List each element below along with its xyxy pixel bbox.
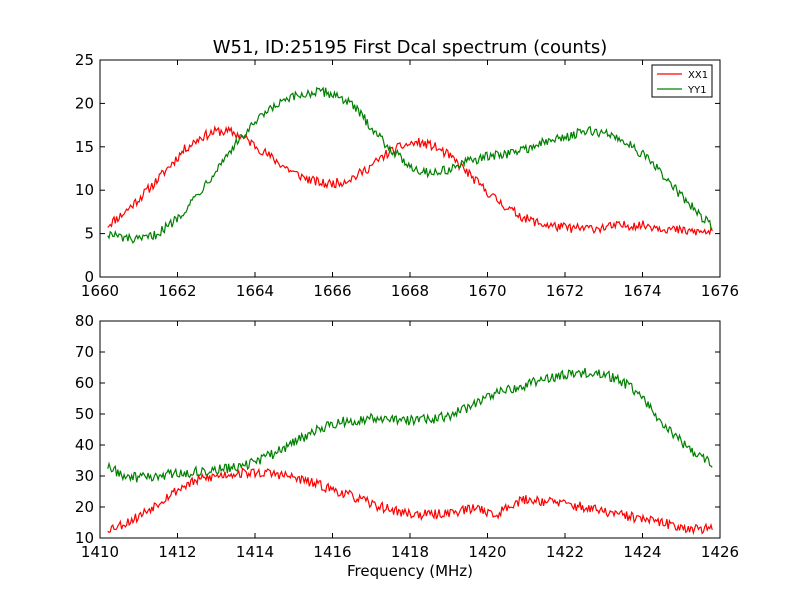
bottom-chart-ytick-label: 30 — [75, 467, 94, 485]
bottom-chart-xtick-label: 1426 — [701, 543, 739, 561]
top-chart-ytick-label: 0 — [84, 268, 94, 286]
top-chart-series-yy1-line — [107, 86, 713, 244]
bottom-chart-xtick-label: 1422 — [546, 543, 584, 561]
bottom-chart-series-green-line — [107, 367, 713, 483]
top-chart-xtick-label: 1670 — [468, 282, 506, 300]
bottom-chart-xtick-label: 1412 — [158, 543, 196, 561]
top-chart-series-xx1-line — [107, 124, 713, 236]
bottom-chart-series-red-line — [107, 467, 713, 536]
top-chart-xtick-label: 1668 — [391, 282, 429, 300]
bottom-chart: 1410 1412 1414 1416 1418 1420 1422 1424 1426 10 20… — [75, 312, 739, 561]
bottom-chart-xlabel: Frequency (MHz) — [347, 562, 473, 580]
legend-label-yy1: YY1 — [687, 85, 707, 96]
bottom-chart-ytick-label: 20 — [75, 498, 94, 516]
bottom-chart-ytick-label: 70 — [75, 343, 94, 361]
top-chart-ytick-label: 20 — [75, 94, 94, 112]
bottom-chart-xtick-label: 1420 — [468, 543, 506, 561]
bottom-chart-xtick-label: 1416 — [313, 543, 351, 561]
top-chart-title: W51, ID:25195 First Dcal spectrum (count… — [213, 37, 608, 58]
top-chart-legend: XX1 YY1 — [651, 64, 713, 98]
bottom-chart-xtick-label: 1414 — [236, 543, 274, 561]
top-chart-ytick-label: 5 — [84, 225, 94, 243]
top-chart-xtick-label: 1666 — [313, 282, 351, 300]
top-chart-xtick-label: 1662 — [158, 282, 196, 300]
bottom-chart-xtick-label: 1418 — [391, 543, 429, 561]
top-chart-ytick-label: 15 — [75, 138, 94, 156]
bottom-chart-ytick-label: 80 — [75, 312, 94, 330]
bottom-chart-xtick-label: 1424 — [623, 543, 661, 561]
top-chart-xtick-label: 1672 — [546, 282, 584, 300]
top-chart-xtick-label: 1674 — [623, 282, 661, 300]
bottom-chart-ytick-label: 50 — [75, 405, 94, 423]
top-chart: 1660 1662 1664 1666 1668 1670 1672 1674 1676 0 5 10… — [75, 51, 739, 300]
legend-box — [651, 64, 713, 98]
top-chart-xtick-label: 1676 — [701, 282, 739, 300]
bottom-chart-ytick-label: 60 — [75, 374, 94, 392]
top-chart-xtick-label: 1664 — [236, 282, 274, 300]
bottom-chart-ytick-label: 10 — [75, 529, 94, 547]
bottom-chart-ytick-label: 40 — [75, 436, 94, 454]
legend-label-xx1: XX1 — [688, 70, 708, 81]
top-chart-ytick-label: 25 — [75, 51, 94, 69]
top-chart-ytick-label: 10 — [75, 181, 94, 199]
top-chart-xtick-label: 1660 — [81, 282, 119, 300]
bottom-chart-xtick-label: 1410 — [81, 543, 119, 561]
